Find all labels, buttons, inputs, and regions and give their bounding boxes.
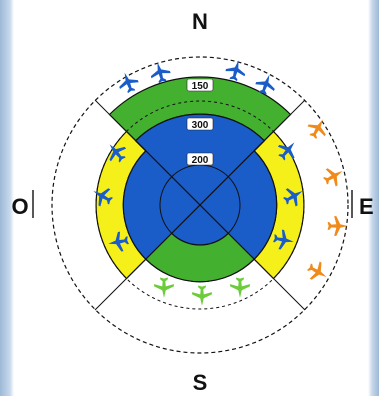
cross-line-b [171,140,265,234]
cross-line-a [135,140,229,234]
airplane-icon [223,57,249,83]
airplane-icon [230,277,250,298]
ring-label-200: 200 [186,152,214,166]
airplane-icon [154,277,174,298]
label-west: O [11,194,28,219]
airplane-icon [115,69,141,96]
ring-label-300: 300 [186,117,214,131]
svg-text:150: 150 [192,81,209,92]
ring-label-150: 150 [186,78,214,92]
label-south: S [193,370,208,395]
label-east: E [359,194,374,219]
svg-text:200: 200 [192,155,209,166]
airplane-icon [192,285,212,306]
svg-text:300: 300 [192,120,209,131]
label-north: N [192,9,208,34]
airplane-icon [304,114,332,142]
middle-dashed-ring [95,100,305,310]
outer-dashed-ring [51,56,349,354]
